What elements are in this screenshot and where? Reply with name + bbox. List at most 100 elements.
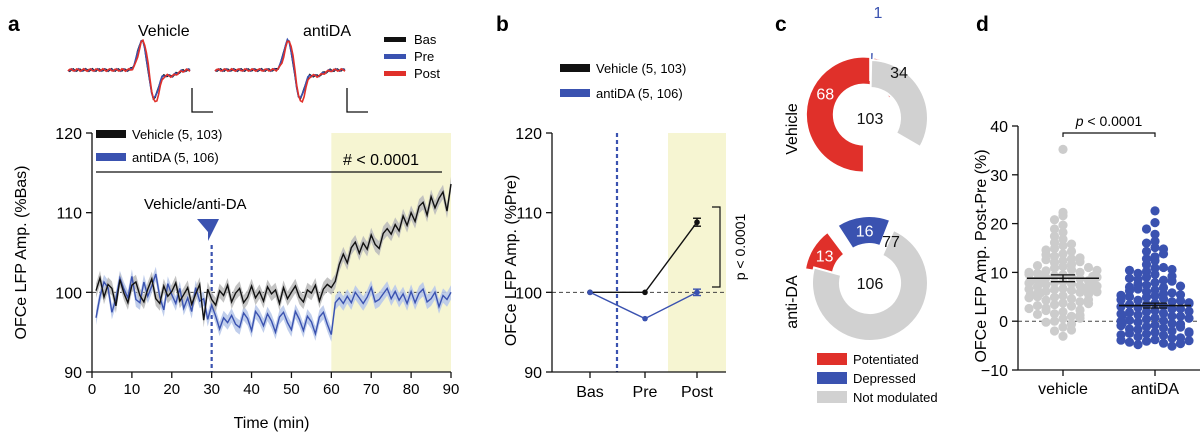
data-point-d-antida [1116, 302, 1126, 312]
legend-label-bas: Bas [414, 32, 437, 47]
data-point-d-antida [1158, 316, 1169, 326]
data-point-d-antida [1158, 275, 1169, 285]
data-point-d-vehicle [1024, 303, 1034, 314]
y-tick-label-b: 90 [524, 365, 542, 382]
data-point-d-antida [1167, 326, 1177, 336]
data-point-d-antida [1141, 238, 1152, 248]
x-tick-label-a: 30 [203, 381, 220, 398]
data-point-d-vehicle [1058, 144, 1068, 154]
data-point-d-antida [1158, 323, 1169, 333]
legend-swatch-pre [384, 54, 406, 59]
data-point-d-antida [1141, 292, 1152, 302]
panel-label-b: b [496, 13, 509, 36]
data-point-d-antida [1116, 335, 1126, 345]
panel-label-d: d [976, 13, 989, 36]
legend-swatch-bas [384, 37, 406, 42]
data-point-d-vehicle [1049, 224, 1060, 234]
data-point-d-vehicle [1041, 245, 1051, 255]
legend-swatch-not-modulated [817, 391, 847, 403]
y-tick-label-d: −10 [981, 363, 1008, 380]
data-point-d-vehicle [1049, 292, 1060, 302]
data-point-d-antida [1167, 319, 1177, 329]
legend-swatch-vehicle-a [96, 130, 126, 138]
donut-value-vehicle-depressed: 1 [874, 5, 883, 22]
data-point-d-vehicle [1058, 298, 1068, 308]
data-point-d-vehicle [1066, 294, 1077, 304]
donut-value-vehicle-potentiated: 68 [816, 86, 834, 103]
data-point-d-vehicle [1058, 322, 1068, 332]
y-tick-label-d: 0 [999, 314, 1008, 331]
legend-label-post: Post [414, 66, 440, 81]
y-axis-label-d: OFCe LFP Amp. Post-Pre (%) [973, 149, 990, 362]
panel-a-chart: Vehicle antiDA Bas Pre Post 90 100 110 120 0… [13, 23, 459, 432]
data-point-d-vehicle [1058, 283, 1068, 294]
x-tick-label-d: vehicle [1038, 381, 1088, 398]
y-tick-label-d: 10 [990, 265, 1008, 282]
data-point-d-vehicle [1049, 215, 1060, 225]
data-point-d-antida [1141, 246, 1152, 256]
y-tick-label-d: 30 [990, 168, 1008, 185]
significance-bracket-b [712, 206, 721, 288]
data-point-d-vehicle [1058, 211, 1068, 221]
x-tick-label-a: 70 [363, 381, 380, 398]
data-point-d-antida [1133, 295, 1143, 305]
injection-arrow-icon [197, 219, 219, 241]
data-point-d-antida [1124, 315, 1135, 325]
data-point-d-antida [1158, 338, 1169, 348]
data-point-d-vehicle [1041, 295, 1051, 305]
data-point-d-antida [1124, 265, 1135, 275]
y-tick-label-b: 100 [515, 285, 542, 302]
data-point-d-antida [1167, 311, 1177, 321]
y-tick-label-d: 20 [990, 217, 1008, 234]
y-tick-label-b: 110 [516, 206, 542, 223]
data-point-d-antida [1150, 256, 1160, 266]
donut-total-vehicle: 103 [857, 111, 884, 128]
y-tick-label-a: 90 [64, 365, 82, 382]
data-point-b-antida-5-106 [587, 289, 593, 296]
y-tick-label-a: 100 [55, 285, 82, 302]
data-point-d-antida [1141, 336, 1152, 346]
data-point-d-antida [1175, 311, 1186, 321]
data-point-b-vehicle-5-103 [694, 219, 700, 226]
data-point-d-antida [1133, 340, 1143, 350]
panel-label-a: a [8, 13, 20, 36]
data-point-d-vehicle [1058, 249, 1068, 259]
legend-swatch-post [384, 71, 406, 76]
row-label-vehicle: Vehicle [784, 103, 801, 155]
row-label-antida: anti-DA [784, 275, 801, 329]
data-point-d-vehicle [1058, 227, 1068, 237]
data-point-d-antida [1167, 288, 1177, 298]
data-point-d-antida [1133, 284, 1143, 294]
significance-label-b: p < 0.0001 [732, 214, 748, 281]
x-tick-label-a: 10 [124, 381, 141, 398]
x-tick-label-b: Pre [633, 384, 658, 401]
donut-value-anti-da-not-modulated: 77 [882, 234, 900, 251]
data-point-d-antida [1175, 322, 1186, 332]
data-point-d-vehicle [1049, 243, 1060, 254]
x-tick-label-d: antiDA [1131, 381, 1179, 398]
data-point-d-vehicle [1049, 231, 1060, 241]
data-point-d-vehicle [1049, 284, 1060, 295]
data-point-d-antida [1124, 273, 1135, 283]
donut-value-anti-da-depressed: 16 [856, 223, 874, 240]
legend-label-depressed: Depressed [853, 371, 916, 386]
data-point-d-antida [1133, 332, 1143, 342]
data-point-d-antida [1175, 281, 1186, 291]
panel-label-c: c [775, 13, 787, 36]
data-point-b-antida-5-106 [694, 289, 700, 296]
inset-title-antida: antiDA [303, 23, 351, 40]
data-point-d-vehicle [1049, 278, 1060, 288]
data-point-d-antida [1150, 269, 1160, 279]
data-point-d-antida [1158, 330, 1169, 340]
data-point-d-vehicle [1049, 326, 1060, 336]
donut-slice-vehicle-not-modulated [869, 58, 929, 149]
inset-title-vehicle: Vehicle [138, 23, 190, 40]
series-line-antida-5-106 [95, 273, 452, 337]
data-point-d-antida [1133, 317, 1143, 327]
data-point-d-vehicle [1058, 261, 1068, 272]
panel-d-chart: −10 0 10 20 30 40 vehicle antiDA OFCe LFP Amp. P… [973, 113, 1200, 398]
waveform-insets [67, 37, 346, 103]
data-point-d-vehicle [1024, 293, 1034, 303]
data-point-d-vehicle [1058, 307, 1068, 317]
